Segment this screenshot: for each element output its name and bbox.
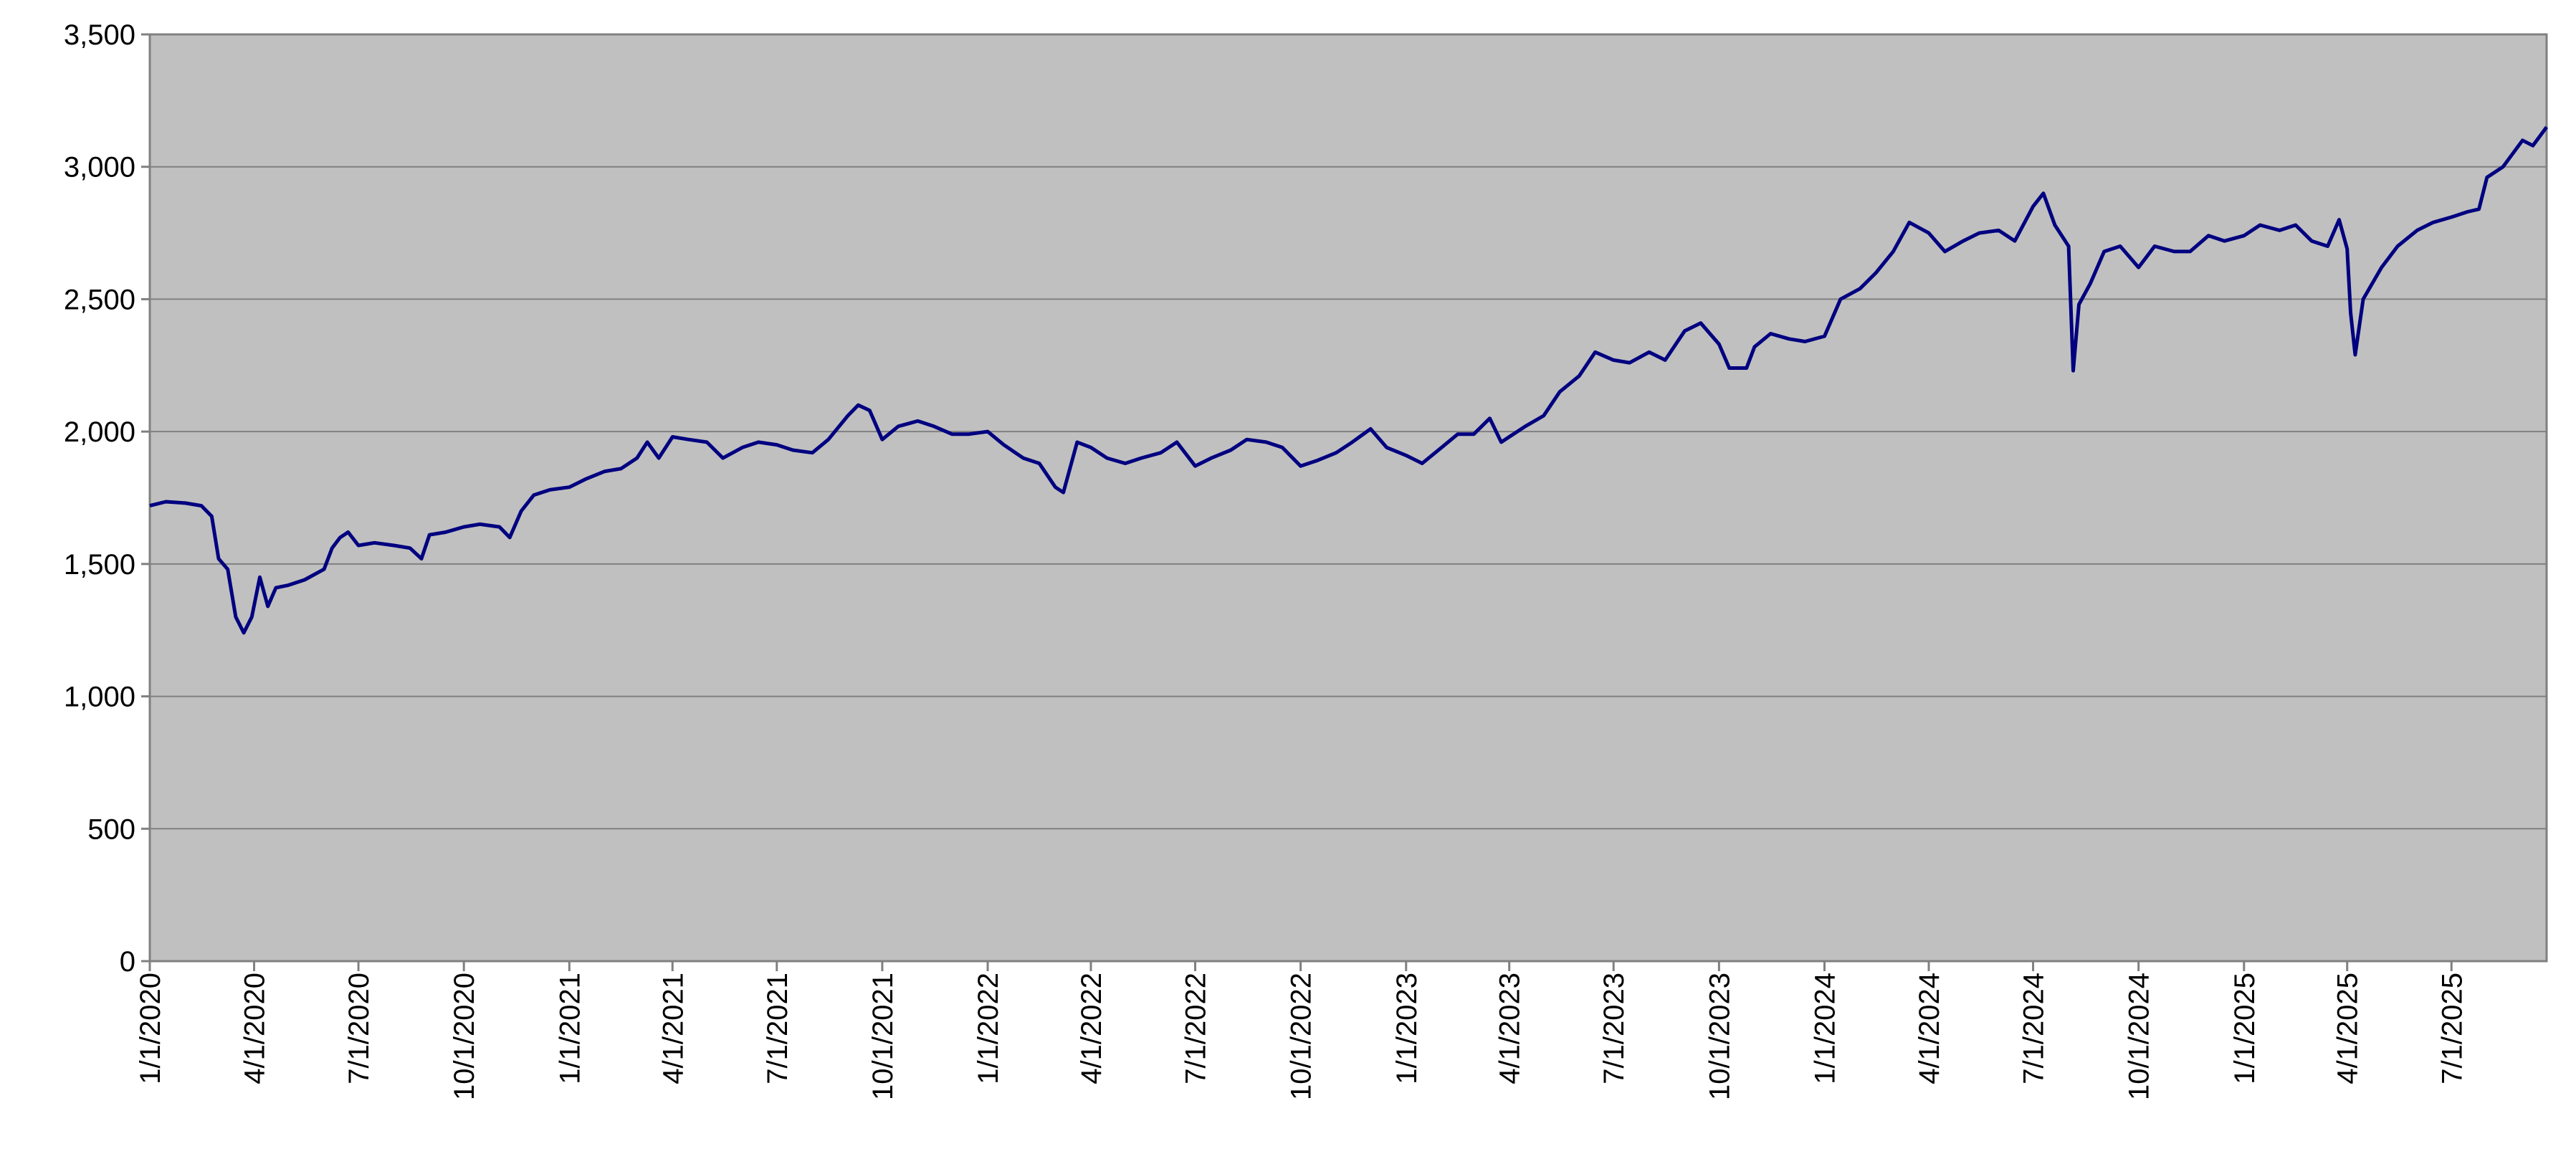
- y-tick-label: 3,500: [64, 19, 135, 51]
- x-tick-label: 10/1/2023: [1704, 973, 1735, 1100]
- x-tick-label: 10/1/2021: [867, 973, 899, 1100]
- x-tick-label: 4/1/2021: [657, 973, 689, 1084]
- x-tick-label: 7/1/2020: [343, 973, 375, 1084]
- x-tick-label: 7/1/2023: [1598, 973, 1630, 1084]
- x-tick-label: 4/1/2020: [239, 973, 271, 1084]
- x-tick-label: 4/1/2025: [2332, 973, 2364, 1084]
- y-tick-label: 1,500: [64, 549, 135, 581]
- x-tick-label: 4/1/2022: [1076, 973, 1107, 1084]
- x-tick-label: 10/1/2024: [2124, 973, 2155, 1100]
- x-tick-label: 4/1/2024: [1914, 973, 1945, 1084]
- x-tick-label: 1/1/2020: [135, 973, 166, 1084]
- y-tick-label: 2,000: [64, 416, 135, 448]
- x-tick-label: 7/1/2024: [2018, 973, 2050, 1084]
- x-tick-label: 7/1/2021: [762, 973, 793, 1084]
- x-tick-label: 7/1/2022: [1180, 973, 1212, 1084]
- y-tick-label: 500: [87, 813, 135, 845]
- x-tick-label: 1/1/2021: [554, 973, 586, 1084]
- x-tick-label: 10/1/2020: [449, 973, 480, 1100]
- x-tick-label: 1/1/2023: [1391, 973, 1423, 1084]
- data-line: [149, 125, 2549, 635]
- plot-area: [148, 33, 2548, 963]
- x-tick-label: 10/1/2022: [1286, 973, 1317, 1100]
- x-tick-label: 1/1/2025: [2229, 973, 2261, 1084]
- x-tick-label: 4/1/2023: [1494, 973, 1526, 1084]
- y-tick-label: 2,500: [64, 284, 135, 315]
- x-tick-label: 7/1/2025: [2436, 973, 2468, 1084]
- x-tick-label: 1/1/2022: [973, 973, 1004, 1084]
- x-tick-label: 1/1/2024: [1809, 973, 1841, 1084]
- y-tick-label: 0: [120, 946, 135, 978]
- y-tick-label: 3,000: [64, 152, 135, 183]
- y-tick-label: 1,000: [64, 682, 135, 713]
